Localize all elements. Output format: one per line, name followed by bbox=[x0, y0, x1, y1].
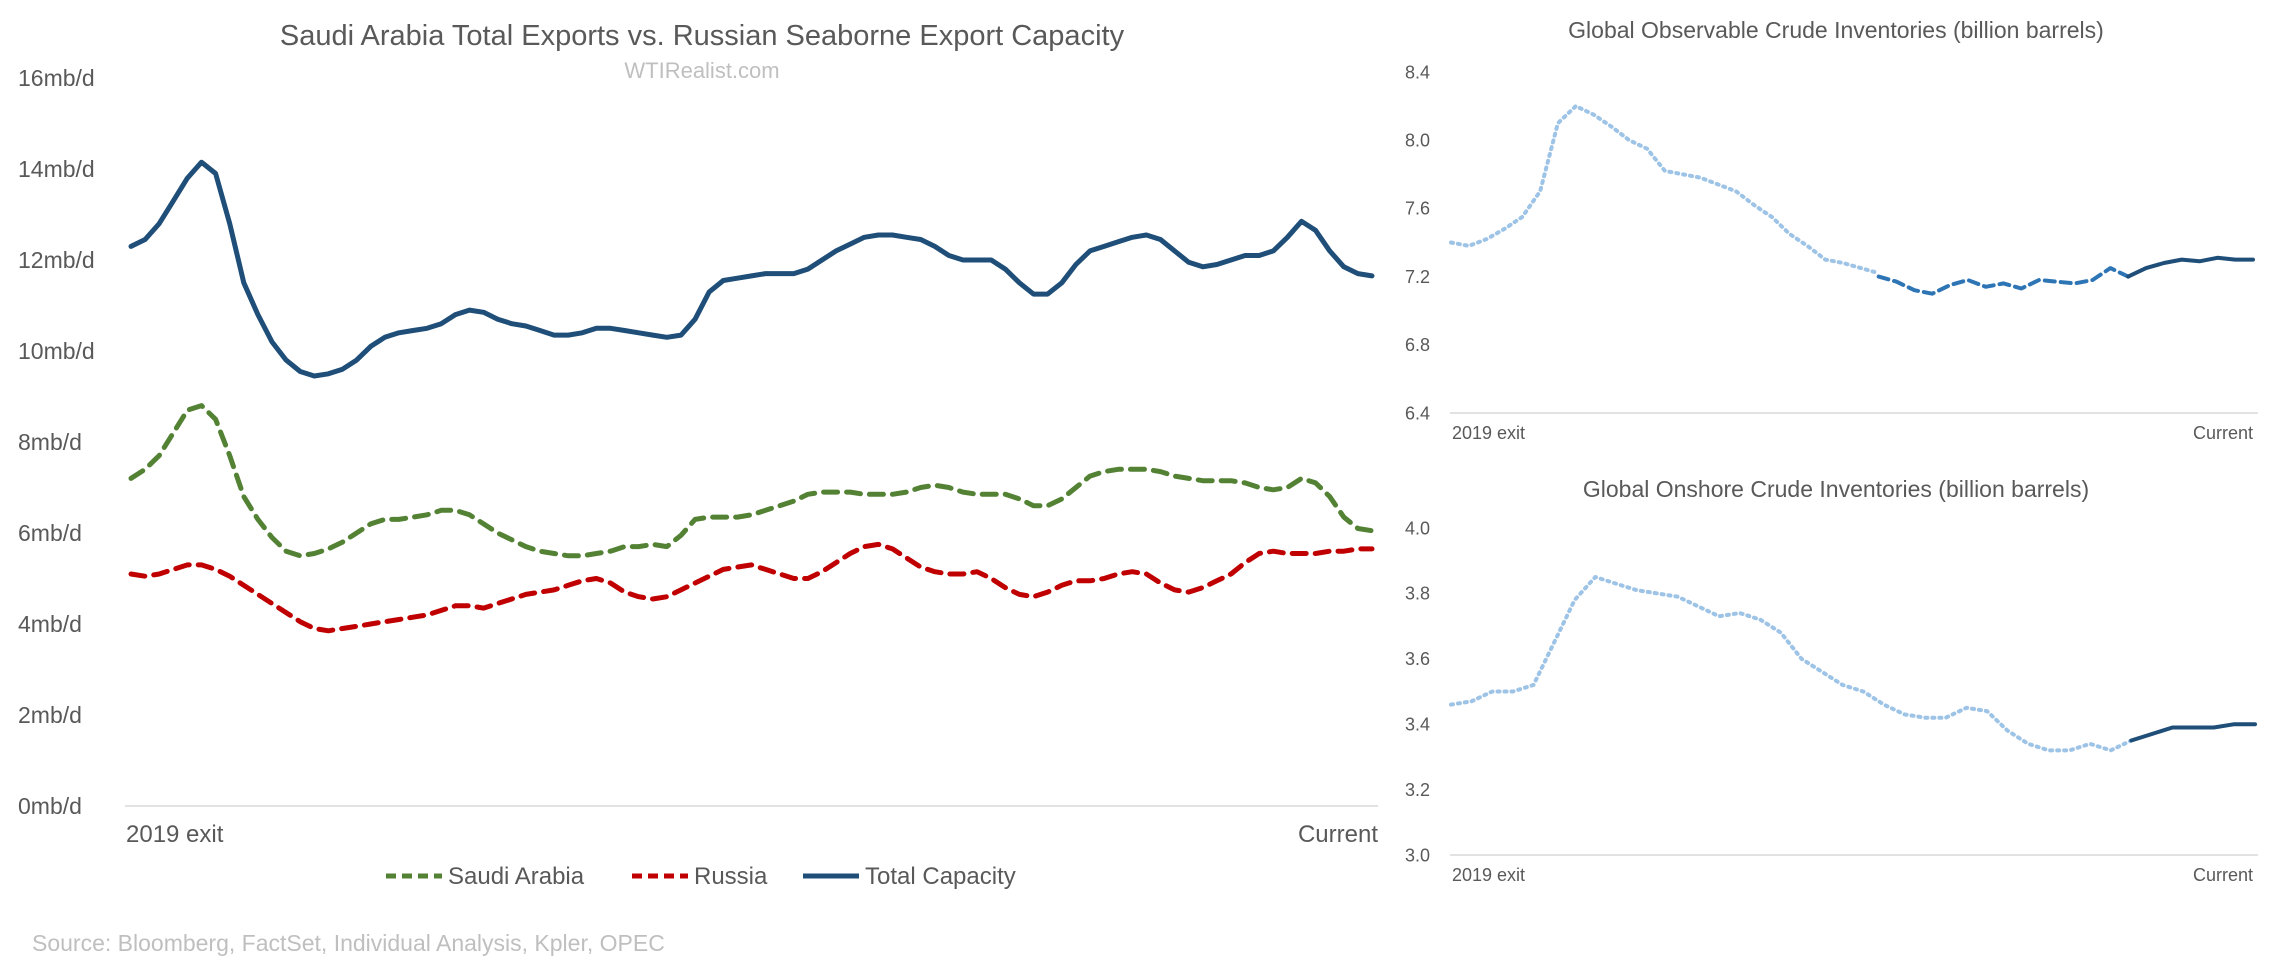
x-tick-label: Current bbox=[2193, 865, 2253, 885]
y-tick-label: 3.6 bbox=[1405, 649, 1430, 669]
x-tick-label: Current bbox=[1298, 821, 1378, 848]
series-line-russia bbox=[128, 541, 1375, 634]
y-tick-label: 8.4 bbox=[1405, 62, 1430, 82]
y-tick-label: 3.4 bbox=[1405, 715, 1430, 735]
legend-item: Total Capacity bbox=[803, 863, 1016, 890]
y-tick-label: 4mb/d bbox=[18, 611, 82, 637]
chart-title: Global Observable Crude Inventories (bil… bbox=[1568, 17, 2104, 43]
y-tick-label: 3.8 bbox=[1405, 584, 1430, 604]
x-tick-label: Current bbox=[2193, 423, 2253, 443]
legend-label: Total Capacity bbox=[865, 863, 1016, 890]
y-tick-label: 7.2 bbox=[1405, 267, 1430, 287]
chart-subtitle: WTIRealist.com bbox=[624, 58, 779, 83]
source-note: Source: Bloomberg, FactSet, Individual A… bbox=[32, 930, 665, 956]
y-tick-label: 4.0 bbox=[1405, 518, 1430, 538]
x-tick-label: 2019 exit bbox=[1452, 865, 1525, 885]
legend-label: Russia bbox=[694, 863, 768, 890]
y-tick-label: 12mb/d bbox=[18, 247, 95, 273]
legend: Saudi Arabia Russia Total Capacity bbox=[386, 863, 1016, 890]
y-tick-label: 3.2 bbox=[1405, 780, 1430, 800]
y-tick-label: 16mb/d bbox=[18, 65, 95, 91]
series-line-dotted bbox=[1449, 575, 2134, 753]
series-line-total-capacity bbox=[128, 159, 1375, 379]
chart-title: Global Onshore Crude Inventories (billio… bbox=[1583, 476, 2089, 502]
series-line-solid bbox=[2129, 722, 2257, 743]
x-tick-label: 2019 exit bbox=[126, 821, 224, 848]
legend-label: Saudi Arabia bbox=[448, 863, 585, 890]
chart-2: Global Onshore Crude Inventories (billio… bbox=[1405, 476, 2258, 885]
y-tick-label: 10mb/d bbox=[18, 338, 95, 364]
chart-0: Saudi Arabia Total Exports vs. Russian S… bbox=[18, 20, 1378, 890]
legend-item: Russia bbox=[632, 863, 768, 890]
y-tick-label: 6mb/d bbox=[18, 520, 82, 546]
series-line-saudi-arabia bbox=[128, 403, 1375, 559]
y-tick-label: 14mb/d bbox=[18, 156, 95, 182]
series-line-dotted bbox=[1449, 104, 1881, 276]
y-tick-label: 6.4 bbox=[1405, 403, 1430, 423]
y-tick-label: 0mb/d bbox=[18, 793, 82, 819]
y-tick-label: 8mb/d bbox=[18, 429, 82, 455]
y-tick-label: 3.0 bbox=[1405, 845, 1430, 865]
legend-item: Saudi Arabia bbox=[386, 863, 585, 890]
y-tick-label: 6.8 bbox=[1405, 335, 1430, 355]
series-line-dashed bbox=[1876, 266, 2131, 296]
chart-1: Global Observable Crude Inventories (bil… bbox=[1405, 17, 2258, 443]
chart-title: Saudi Arabia Total Exports vs. Russian S… bbox=[280, 20, 1125, 52]
series-line-solid bbox=[2126, 255, 2255, 279]
y-tick-label: 7.6 bbox=[1405, 199, 1430, 219]
y-tick-label: 8.0 bbox=[1405, 131, 1430, 151]
y-tick-label: 2mb/d bbox=[18, 702, 82, 728]
x-tick-label: 2019 exit bbox=[1452, 423, 1525, 443]
